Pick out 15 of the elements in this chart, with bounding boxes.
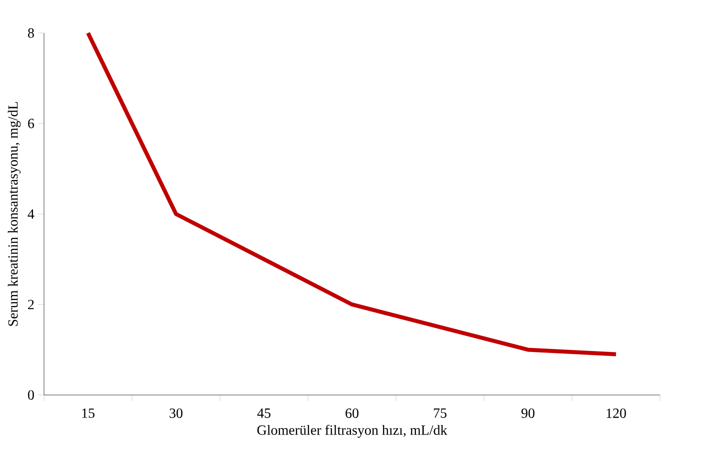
- x-tick-label: 75: [434, 408, 446, 418]
- x-tick-label: 120: [606, 408, 626, 418]
- x-tick-label: 30: [170, 408, 182, 418]
- x-tick-label: 15: [82, 408, 94, 418]
- y-axis-title: Serum kreatinin konsantrasyonu, mg/dL: [8, 102, 21, 326]
- y-tick-label: 0: [28, 390, 34, 400]
- x-tick-label: 60: [346, 408, 358, 418]
- x-tick-label: 90: [521, 408, 534, 418]
- y-tick-label: 6: [28, 118, 34, 128]
- x-axis-title: Glomerüler filtrasyon hızı, mL/dk: [257, 424, 448, 438]
- y-tick-label: 2: [28, 300, 34, 310]
- y-tick-label: 4: [28, 209, 34, 219]
- x-tick-label: 45: [257, 408, 270, 418]
- y-tick-label: 8: [28, 28, 34, 38]
- line-series: [86, 30, 618, 356]
